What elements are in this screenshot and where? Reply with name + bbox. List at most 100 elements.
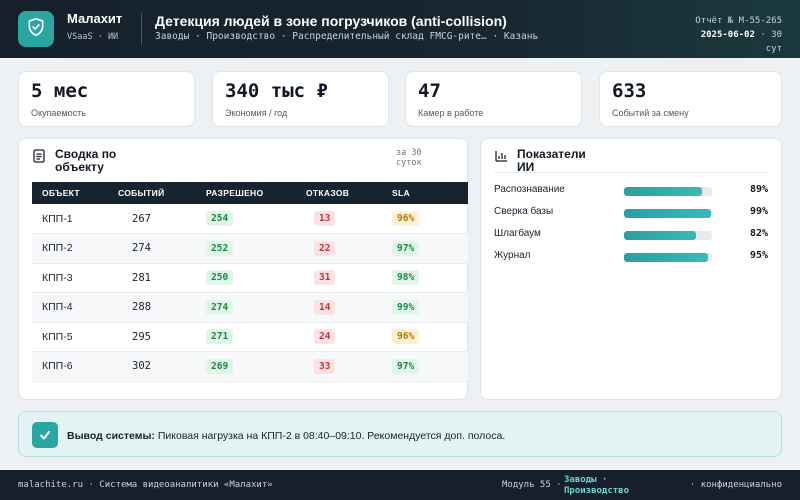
table-row[interactable]: КПП-3 281 250 31 98% [32,263,468,293]
table-row[interactable]: КПП-6 302 269 33 97% [32,351,468,381]
allowed-badge: 254 [206,211,234,226]
column-header[interactable]: СОБЫТИЙ [118,188,165,198]
metric-label: Шлагбаум [494,228,541,239]
summary-card: Сводка по объекту за 30 суток ОБЪЕКТ СОБ… [18,138,468,400]
metric-row: Сверка базы 99% [494,206,768,220]
kpi-card-savings: 340 тыс ₽ Экономия / год [212,71,389,127]
kpi-card-payback: 5 мес Окупаемость [18,71,195,127]
cell-object: КПП-2 [42,242,73,255]
footer-site[interactable]: malachite.ru · Система видеоаналитики «М… [18,480,273,490]
progress-bar [624,209,712,218]
table-row[interactable]: КПП-5 295 271 24 96% [32,322,468,352]
check-icon [32,422,58,448]
cell-object: КПП-1 [42,212,73,225]
sla-badge: 97% [392,240,420,256]
conclusion-body: Пиковая нагрузка на КПП-2 в 08:40–09:10.… [157,430,506,442]
table-row[interactable]: КПП-2 274 252 22 97% [32,233,468,263]
cell-object: КПП-3 [42,271,73,284]
cell-events: 295 [132,330,151,343]
brand: Малахит VSaaS · ИИ [67,11,137,45]
report-period: · 30 сут [760,30,782,54]
denied-badge: 22 [314,240,336,256]
progress-fill [624,231,697,240]
denied-badge: 33 [314,358,336,374]
cell-events: 302 [132,360,151,373]
allowed-badge: 274 [206,299,234,315]
footer-confidential: · конфиденциально [689,480,782,490]
progress-bar [624,187,712,196]
report-date: 2025-06-02 [700,30,755,40]
system-conclusion: Вывод системы: Пиковая нагрузка на КПП-2… [18,411,782,457]
kpi-label: Окупаемость [31,108,86,118]
kpi-value: 340 тыс ₽ [225,80,328,102]
kpi-label: Камер в работе [418,108,484,118]
brand-name: Малахит [67,11,123,26]
allowed-badge: 252 [206,240,234,256]
kpi-label: Экономия / год [225,108,288,118]
report-number: Отчёт № M-55-265 [695,16,782,26]
divider [494,172,768,173]
allowed-badge: 271 [206,329,234,345]
cell-events: 288 [132,301,151,314]
logo[interactable] [18,11,54,47]
kpi-value: 5 мес [31,80,89,102]
column-header[interactable]: ОТКАЗОВ [306,188,350,198]
cell-object: КПП-5 [42,330,73,343]
summary-table: ОБЪЕКТ СОБЫТИЙ РАЗРЕШЕНО ОТКАЗОВ SLA КПП… [32,182,468,382]
metric-value: 99% [749,206,768,217]
metric-value: 95% [749,250,768,261]
page-title: Детекция людей в зоне погрузчиков (anti-… [155,13,507,29]
app-header: Малахит VSaaS · ИИ Детекция людей в зоне… [0,0,800,58]
kpi-card-cameras: 47 Камер в работе [405,71,582,127]
cell-object: КПП-6 [42,360,73,373]
metric-row: Шлагбаум 82% [494,228,768,242]
kpi-value: 47 [418,80,441,102]
table-header-row: ОБЪЕКТ СОБЫТИЙ РАЗРЕШЕНО ОТКАЗОВ SLA [32,182,468,204]
column-header[interactable]: РАЗРЕШЕНО [206,188,264,198]
table-row[interactable]: КПП-1 267 254 13 96% [32,204,468,234]
denied-badge: 14 [314,299,336,315]
brand-tag: VSaaS · ИИ [67,32,119,42]
metric-value: 89% [749,184,768,195]
shield-check-icon [26,17,46,42]
table-row[interactable]: КПП-4 288 274 14 99% [32,292,468,322]
breadcrumb[interactable]: Заводы · Производство · Распределительны… [155,31,539,42]
denied-badge: 31 [314,270,336,286]
column-header[interactable]: ОБЪЕКТ [42,188,80,198]
progress-bar [624,253,712,262]
document-icon [33,149,45,168]
kpi-label: Событий за смену [612,108,689,118]
bar-chart-icon [495,149,508,167]
conclusion-label: Вывод системы: [67,430,155,442]
metric-value: 82% [749,228,768,239]
app-footer: malachite.ru · Система видеоаналитики «М… [0,470,800,500]
kpi-value: 633 [612,80,647,102]
cell-events: 267 [132,212,151,225]
sla-badge: 99% [392,299,420,315]
column-header[interactable]: SLA [392,188,410,198]
metric-row: Журнал 95% [494,250,768,264]
header-divider [141,13,142,45]
cell-object: КПП-4 [42,301,73,314]
summary-period: за 30 суток [396,148,422,168]
ai-metrics-card: Показатели ИИ Распознавание 89% Сверка б… [480,138,782,400]
sla-badge: 96% [392,211,420,226]
metric-label: Журнал [494,250,531,261]
denied-badge: 13 [314,211,336,226]
sla-badge: 96% [392,329,420,345]
footer-section-link[interactable]: Заводы · Производство [564,475,630,496]
sla-badge: 97% [392,358,420,374]
cell-events: 281 [132,271,151,284]
progress-bar [624,231,712,240]
progress-fill [624,209,712,218]
allowed-badge: 269 [206,358,234,374]
report-info: Отчёт № M-55-265 2025-06-02 · 30 сут [682,14,782,56]
metric-label: Сверка базы [494,206,554,217]
metric-row: Распознавание 89% [494,184,768,198]
sla-badge: 98% [392,270,420,286]
progress-fill [624,187,703,196]
allowed-badge: 250 [206,270,234,286]
progress-fill [624,253,708,262]
footer-module: Модуль 55 · [502,480,562,490]
summary-title: Сводка по объекту [55,147,117,174]
